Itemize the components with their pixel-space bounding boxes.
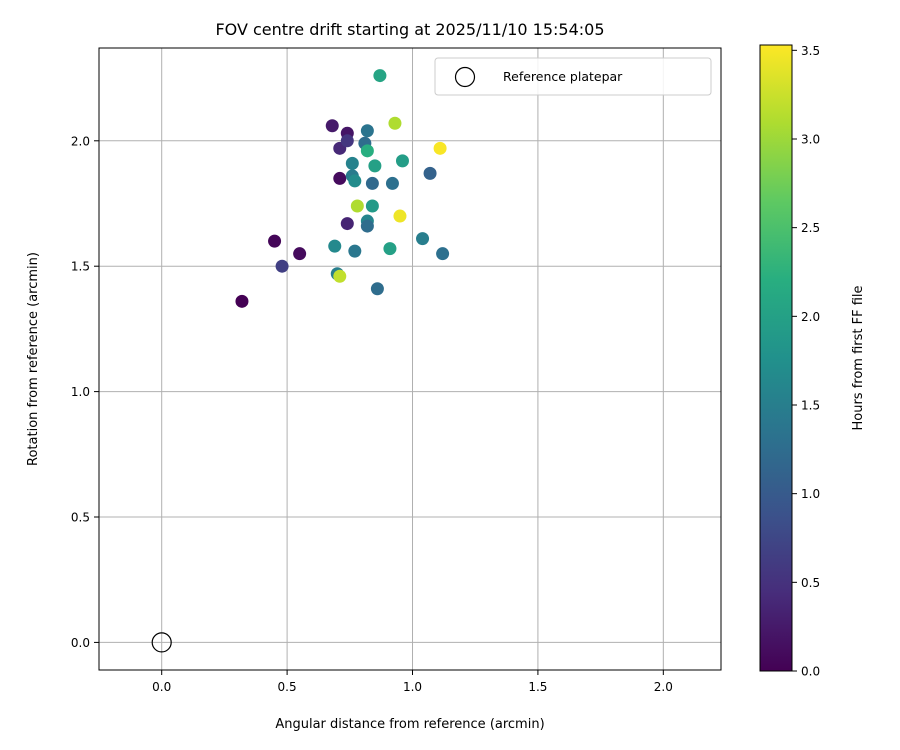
x-tick-label: 0.0 (152, 680, 171, 694)
data-point (393, 209, 407, 223)
data-point (365, 199, 379, 213)
reference-marker (151, 632, 172, 653)
data-point (388, 116, 402, 130)
y-tick-label: 1.0 (71, 385, 90, 399)
data-point (416, 232, 430, 246)
legend-hollow-circle-marker (454, 66, 476, 88)
data-point (370, 282, 384, 296)
data-point (275, 259, 289, 273)
data-point (360, 124, 374, 138)
data-point (350, 199, 364, 213)
colorbar: 0.0 0.5 1.0 1.5 2.0 2.5 3.0 3.5 Hours from firs… (759, 44, 866, 679)
data-point (433, 141, 447, 155)
x-tick-label: 2.0 (654, 680, 673, 694)
y-tick-label: 0.0 (71, 636, 90, 650)
y-tick-label: 2.0 (71, 134, 90, 148)
data-point (365, 176, 379, 190)
data-point (395, 154, 409, 168)
colorbar-tick-label: 3.0 (801, 132, 820, 146)
legend-label: Reference platepar (503, 69, 623, 84)
reference-point (151, 632, 172, 653)
y-tick-label: 1.5 (71, 260, 90, 274)
data-point (333, 269, 347, 283)
x-tick-label: 1.5 (528, 680, 547, 694)
data-point (348, 244, 362, 258)
colorbar-tick-label: 0.0 (801, 665, 820, 679)
colorbar-label: Hours from first FF file (851, 285, 866, 430)
legend: Reference platepar (434, 57, 712, 96)
data-point (235, 294, 249, 308)
data-point (360, 144, 374, 158)
y-axis-ticks: 0.0 0.5 1.0 1.5 2.0 (71, 134, 99, 650)
x-tick-label: 1.0 (403, 680, 422, 694)
data-point (383, 242, 397, 256)
data-point (348, 174, 362, 188)
colorbar-tick-label: 1.5 (801, 398, 820, 412)
data-point (373, 69, 387, 83)
data-point (423, 166, 437, 180)
data-point (360, 219, 374, 233)
colorbar-tick-label: 3.5 (801, 44, 820, 58)
x-axis-label: Angular distance from reference (arcmin) (275, 717, 544, 732)
colorbar-tick-label: 2.0 (801, 310, 820, 324)
legend-box (434, 57, 712, 96)
x-axis-ticks: 0.0 0.5 1.0 1.5 2.0 (152, 670, 673, 694)
data-point (368, 159, 382, 173)
colorbar-ticks: 0.0 0.5 1.0 1.5 2.0 2.5 3.0 3.5 (792, 44, 820, 679)
colorbar-tick-label: 1.0 (801, 487, 820, 501)
data-point (325, 119, 339, 133)
colorbar-tick-label: 2.5 (801, 221, 820, 235)
data-point (340, 217, 354, 231)
data-point (328, 239, 342, 253)
data-point (340, 134, 354, 148)
data-point (385, 176, 399, 190)
grid (99, 48, 721, 670)
y-tick-label: 0.5 (71, 511, 90, 525)
data-point (268, 234, 282, 248)
data-point (436, 247, 450, 261)
y-axis-label: Rotation from reference (arcmin) (26, 252, 41, 466)
data-point (293, 247, 307, 261)
data-points (235, 69, 450, 308)
data-point (333, 171, 347, 185)
colorbar-tick-label: 0.5 (801, 576, 820, 590)
colorbar-gradient (759, 44, 793, 672)
data-point (345, 156, 359, 170)
x-tick-label: 0.5 (278, 680, 297, 694)
plot-frame (98, 47, 722, 671)
chart-title: FOV centre drift starting at 2025/11/10 … (215, 20, 604, 39)
